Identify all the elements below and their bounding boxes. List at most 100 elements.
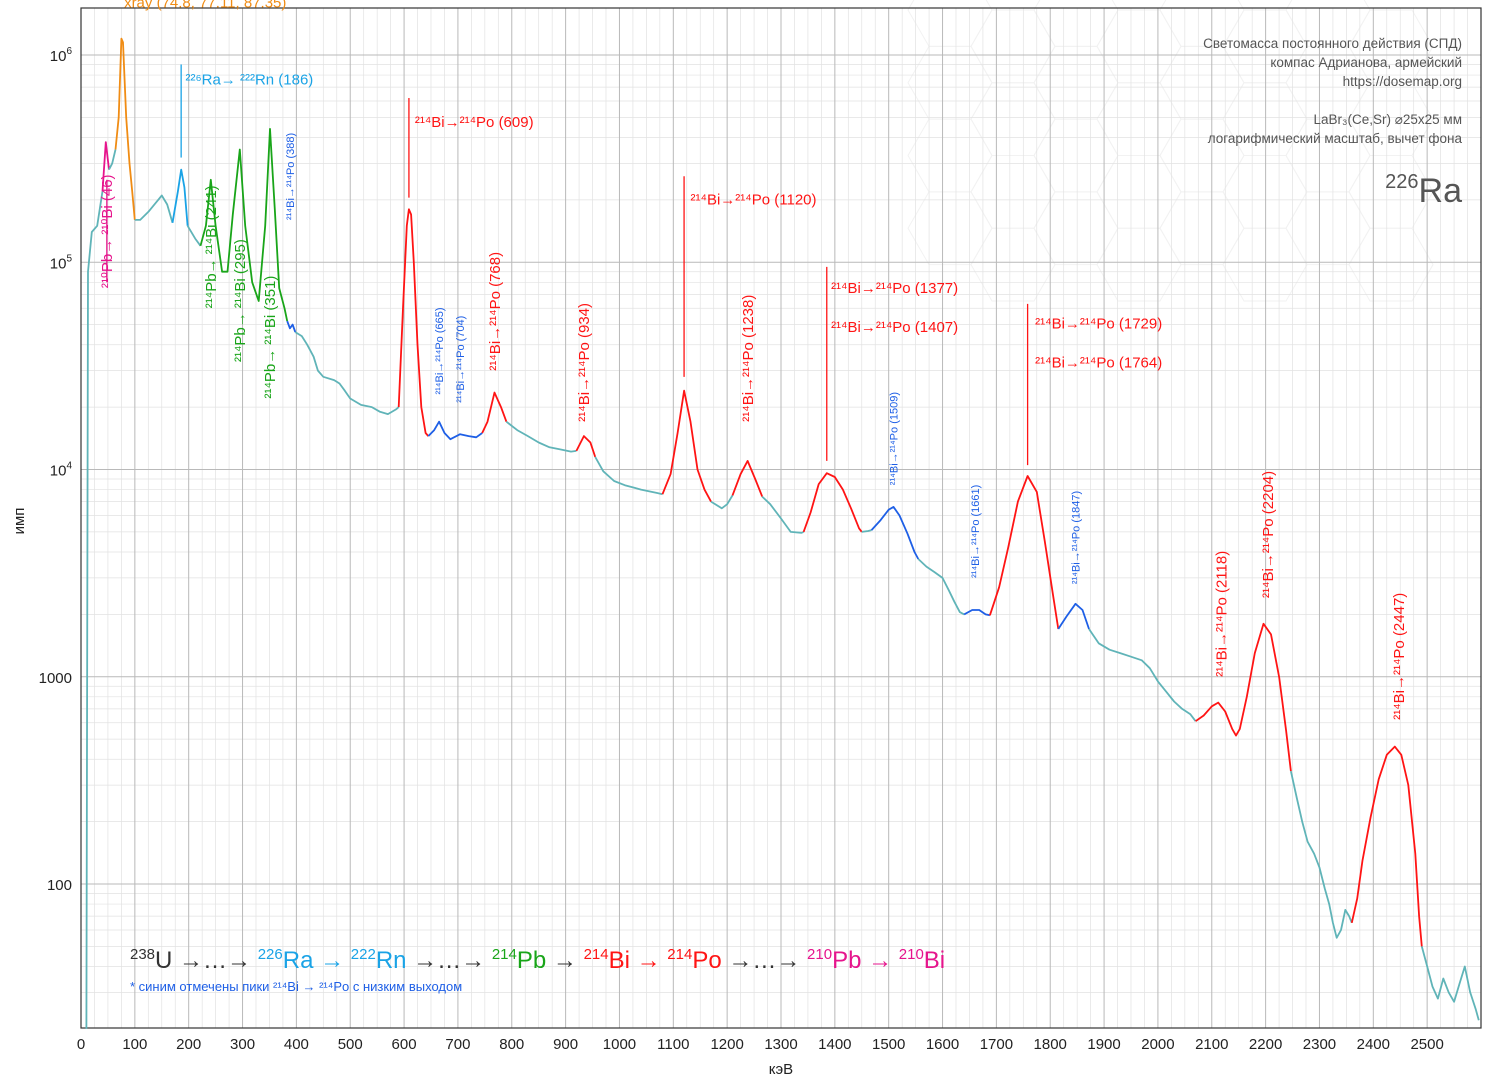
spectrum-segment <box>397 208 429 437</box>
spectrum-segment <box>963 609 991 617</box>
peak-label: ²¹⁴Bi→²¹⁴Po (934) <box>576 303 593 422</box>
spectrum-segment <box>114 37 136 220</box>
x-tick-label: 2400 <box>1357 1036 1390 1053</box>
x-tick-label: 2000 <box>1141 1036 1174 1053</box>
peak-label: ²¹⁴Bi→²¹⁴Po (2118) <box>1214 551 1231 677</box>
spectrum-segment <box>710 494 734 510</box>
footnote: * синим отмечены пики ²¹⁴Bi → ²¹⁴Po с ни… <box>130 979 462 994</box>
spectrum-segment <box>989 475 1060 630</box>
x-tick-label: 1300 <box>764 1036 797 1053</box>
spectrum-segment <box>134 194 174 224</box>
x-tick-label: 400 <box>284 1036 309 1053</box>
spectrum-segment <box>661 389 712 503</box>
spectrum-segment <box>294 331 400 416</box>
peak-label: ²¹⁴Bi→²¹⁴Po (2204) <box>1260 471 1277 598</box>
hexagon-icon <box>1348 227 1434 302</box>
x-tick-label: 1600 <box>926 1036 959 1053</box>
chain-element-symbol: Rn <box>376 947 407 974</box>
spectrum-segment <box>108 149 117 171</box>
peak-label: ²¹⁴Bi→²¹⁴Po (1120) <box>691 191 817 208</box>
chain-mass-number: 214 <box>667 946 692 963</box>
plot-frame <box>80 7 1482 1029</box>
x-tick-label: 1000 <box>603 1036 636 1053</box>
chain-arrow: →…→ <box>407 947 492 974</box>
info-line-2: компас Адрианова, армейский <box>1270 55 1462 70</box>
x-tick-label: 300 <box>230 1036 255 1053</box>
spectrum-segment <box>85 191 104 1029</box>
x-tick-label: 2500 <box>1410 1036 1443 1053</box>
y-tick-labels: 100 1000 104 105 106 <box>39 46 73 894</box>
y-tick-label: 100 <box>47 877 72 894</box>
y-tick-label: 106 <box>50 46 73 65</box>
x-tick-label: 900 <box>553 1036 578 1053</box>
x-tick-labels: 0 100 200 300 400 500 600 700 800 900 1000 1100 1200… <box>77 1036 1444 1053</box>
x-tick-label: 1500 <box>872 1036 905 1053</box>
peak-label: ²¹⁴Bi→²¹⁴Po (768) <box>487 252 504 371</box>
spectrum-segment <box>917 558 965 616</box>
chain-mass-number: 210 <box>807 946 832 963</box>
x-tick-label: 2300 <box>1303 1036 1336 1053</box>
x-tick-label: 500 <box>338 1036 363 1053</box>
x-axis-label: кэВ <box>769 1061 793 1078</box>
y-tick-label: 1000 <box>39 670 72 687</box>
y-tick-label: 105 <box>50 253 73 272</box>
chain-element-symbol: U <box>155 947 172 974</box>
spectrum-segment <box>505 420 577 453</box>
chain-mass-number: 214 <box>584 946 609 963</box>
spectrum-segment <box>286 320 297 333</box>
peak-label: ²²⁶Ra→ ²²²Rn (186) <box>185 72 313 89</box>
x-tick-label: 100 <box>122 1036 147 1053</box>
peak-label: ²¹⁴Bi→²¹⁴Po (1729) <box>1035 315 1162 332</box>
peak-label: ²¹⁴Bi→²¹⁴Po (1509) <box>888 392 900 485</box>
spectrum-segment <box>802 472 863 533</box>
peak-label: ²¹⁰Pb→ ²¹⁰Bi (46) <box>99 174 116 288</box>
chain-mass-number: 226 <box>258 946 283 963</box>
peak-markers <box>106 64 1029 466</box>
spectrum-segment <box>761 495 804 534</box>
isotope-mass: 226 <box>1385 171 1418 193</box>
chain-element-symbol: Bi <box>924 947 945 974</box>
peak-label: ²¹⁴Bi→²¹⁴Po (388) <box>285 133 297 220</box>
peak-label: ²¹⁴Bi→²¹⁴Po (1407) <box>831 319 958 336</box>
spectrum-segment <box>1420 946 1480 1021</box>
chain-element-symbol: Bi <box>609 947 630 974</box>
spectrum-segment <box>199 127 289 322</box>
x-tick-label: 2100 <box>1195 1036 1228 1053</box>
peak-label: ²¹⁴Pb→ ²¹⁴Bi (295) <box>232 239 249 362</box>
spectrum-segment <box>101 141 110 192</box>
spectrum-segment <box>575 435 597 458</box>
x-tick-label: 200 <box>176 1036 201 1053</box>
chain-mass-number: 214 <box>492 946 517 963</box>
x-tick-label: 700 <box>445 1036 470 1053</box>
x-tick-label: 0 <box>77 1036 85 1053</box>
chain-element-symbol: Ra <box>283 947 314 974</box>
x-tick-label: 600 <box>392 1036 417 1053</box>
peak-label: ²¹⁴Bi→²¹⁴Po (665) <box>434 307 446 394</box>
spectrum-segment <box>427 420 483 441</box>
spectrum-curve <box>85 37 1480 1029</box>
spectrum-segment <box>1350 745 1423 947</box>
spectrum-segment <box>870 505 920 560</box>
x-tick-label: 800 <box>499 1036 524 1053</box>
y-axis-label: имп <box>11 508 28 535</box>
spectrum-segment <box>1290 771 1353 939</box>
chain-mass-number: 210 <box>899 946 924 963</box>
peak-label: ²¹⁴Bi→²¹⁴Po (1661) <box>970 485 982 578</box>
chain-mass-number: 222 <box>351 946 376 963</box>
peak-label: ²¹⁴Bi→²¹⁴Po (1238) <box>740 295 757 422</box>
x-tick-label: 1100 <box>657 1036 689 1053</box>
chain-arrow: → <box>861 947 898 974</box>
chain-arrow: →…→ <box>172 947 257 974</box>
chain-arrow: →…→ <box>722 947 807 974</box>
detector-label: LaBr₃(Ce,Sr) ⌀25x25 мм <box>1314 112 1463 127</box>
spectrum-segment <box>1088 628 1197 722</box>
peak-labels: xray (74.8, 77.11, 87.35) ²²⁶Ra→ ²²²Rn (1… <box>99 0 1408 720</box>
info-block: Светомасса постоянного действия (СПД) ко… <box>1203 36 1462 210</box>
chain-element-symbol: Po <box>692 947 721 974</box>
x-tick-label: 2200 <box>1249 1036 1282 1053</box>
chain-mass-number: 238 <box>130 946 155 963</box>
decay-chain: 238U →…→ 226Ra → 222Rn →…→ 214Pb → 214Bi… <box>130 946 945 974</box>
x-tick-label: 1900 <box>1087 1036 1120 1053</box>
